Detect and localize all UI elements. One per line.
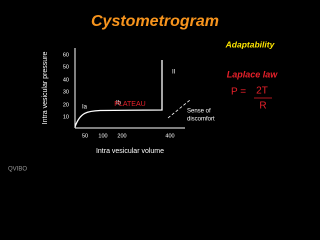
y-tick-label: 10 [63, 114, 69, 120]
title: Cystometrogram [91, 13, 219, 30]
y-tick-label: 20 [63, 102, 69, 108]
y-axis-label: Intra vesicular pressure [42, 52, 49, 125]
pressure-curve [74, 60, 163, 128]
background [0, 0, 320, 180]
slide: Cystometrogram Intra vesicular pressure … [0, 0, 320, 180]
sense-note: discomfort [187, 117, 215, 123]
adaptability: Adaptability [225, 39, 276, 49]
y-tick-label: 30 [63, 89, 69, 95]
plateau-label: PLATEAU [114, 101, 145, 108]
x-tick-label: 100 [98, 133, 107, 139]
formula-denominator: R [259, 101, 266, 112]
sense-note: Sense of [187, 109, 211, 115]
formula: P = [231, 87, 246, 98]
formula-numerator: 2T [256, 86, 268, 97]
page: {"title": "Cystometrogram", "graph": { "… [0, 0, 320, 180]
y-tick-label: 60 [63, 52, 69, 58]
y-tick-label: 50 [63, 64, 69, 70]
law-name: Laplace law [227, 69, 279, 79]
x-tick-label: 200 [117, 133, 126, 139]
phase-label: II [172, 70, 176, 76]
y-ticks: 60 50 40 30 20 10 [63, 52, 69, 120]
x-axis-label: Intra vesicular volume [96, 148, 164, 155]
x-tick-label: 400 [165, 133, 174, 139]
logo: QVIBO [8, 167, 27, 173]
x-ticks: 50 100 200 400 [82, 133, 175, 139]
x-tick-label: 50 [82, 133, 88, 139]
y-tick-label: 40 [63, 77, 69, 83]
phase-label: Ib [116, 101, 122, 107]
phase-label: Ia [82, 105, 88, 111]
